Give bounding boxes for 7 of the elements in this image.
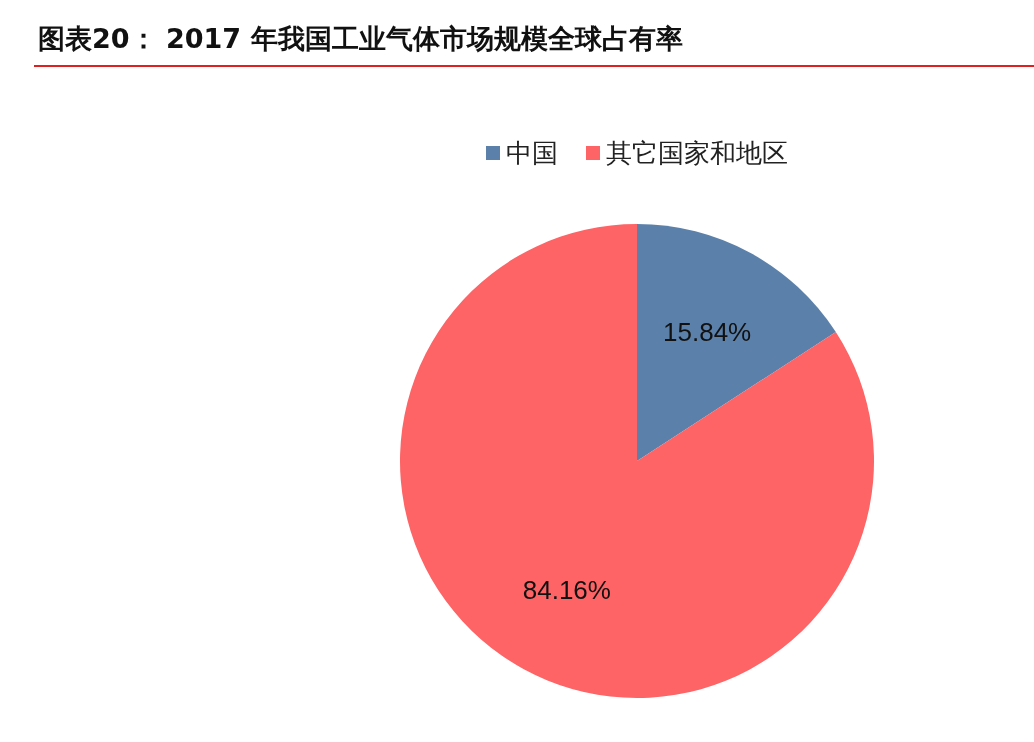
legend-label: 其它国家和地区 xyxy=(606,138,788,169)
data-label: 15.84% xyxy=(663,316,752,347)
pie-slice xyxy=(400,224,874,698)
pie-slice xyxy=(637,224,836,461)
data-label: 84.16% xyxy=(522,575,611,606)
chart-title: 图表20： 2017 年我国工业气体市场规模全球占有率 xyxy=(38,23,683,54)
legend-label: 中国 xyxy=(506,138,558,169)
